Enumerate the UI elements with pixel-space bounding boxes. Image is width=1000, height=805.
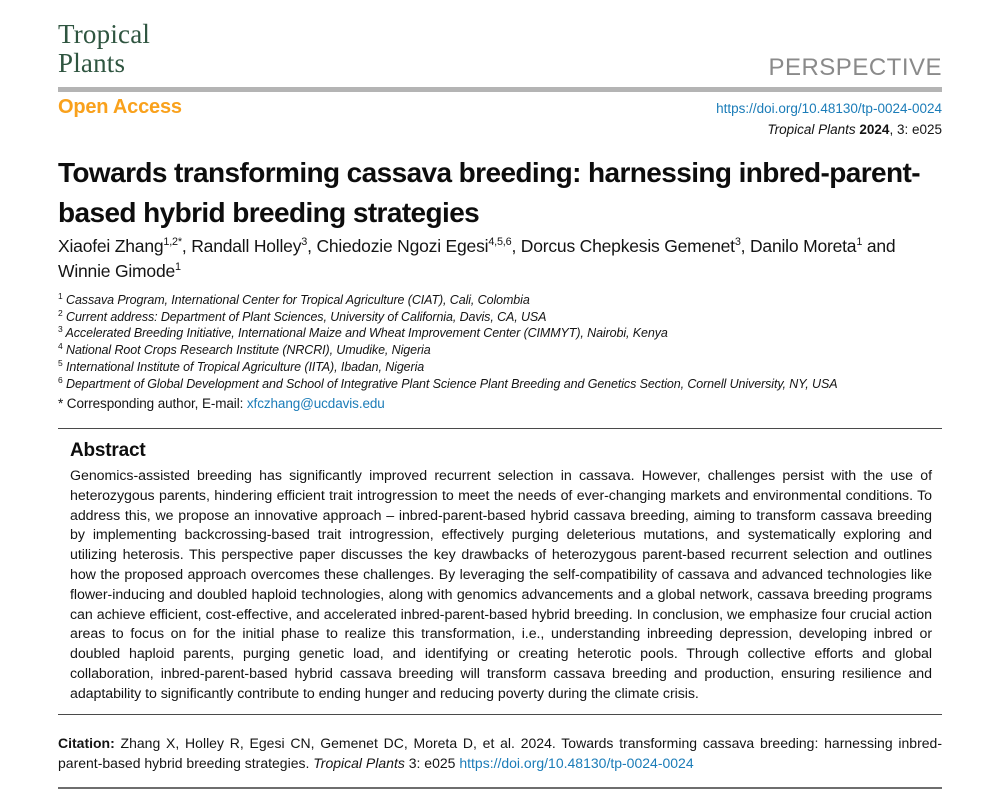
- journal-logo: Tropical Plants: [58, 20, 150, 78]
- citation-doi-link[interactable]: https://doi.org/10.48130/tp-0024-0024: [459, 755, 694, 771]
- open-access-badge: Open Access: [58, 96, 182, 118]
- article-title-line2: based hybrid breeding strategies: [58, 197, 480, 228]
- article-type-label: PERSPECTIVE: [768, 54, 942, 81]
- journal-logo-line2: Plants: [58, 48, 126, 78]
- doi-link[interactable]: https://doi.org/10.48130/tp-0024-0024: [716, 101, 942, 116]
- author-list: Xiaofei Zhang1,2*, Randall Holley3, Chie…: [58, 236, 896, 281]
- article-title-line1: Towards transforming cassava breeding: h…: [58, 157, 921, 188]
- abstract-section: Abstract Genomics-assisted breeding has …: [70, 439, 932, 705]
- affiliation-6: 6 Department of Global Development and S…: [58, 374, 838, 391]
- citation-top-rule: [58, 714, 942, 715]
- citation-block: Citation: Zhang X, Holley R, Egesi CN, G…: [58, 735, 942, 771]
- affiliation-3: 3 Accelerated Breeding Initiative, Inter…: [58, 324, 668, 341]
- article-title: Towards transforming cassava breeding: h…: [58, 153, 946, 233]
- affiliations-block: 1 Cassava Program, International Center …: [58, 292, 946, 413]
- abstract-text: Genomics-assisted breeding has significa…: [70, 468, 932, 702]
- abstract-heading: Abstract: [70, 440, 146, 461]
- journal-logo-line1: Tropical: [58, 19, 151, 49]
- header-divider-bar: [58, 87, 942, 92]
- publication-info: Tropical Plants 2024, 3: e025: [767, 122, 942, 137]
- bottom-rule: [58, 787, 942, 789]
- affiliation-5: 5 International Institute of Tropical Ag…: [58, 357, 425, 374]
- affiliation-1: 1 Cassava Program, International Center …: [58, 290, 530, 307]
- abstract-top-rule: [58, 428, 942, 429]
- email-link[interactable]: xfczhang@ucdavis.edu: [246, 396, 385, 412]
- corresponding-author-line: * Corresponding author, E-mail: xfczhang…: [58, 396, 385, 412]
- affiliation-2: 2 Current address: Department of Plant S…: [58, 307, 547, 324]
- affiliation-4: 4 National Root Crops Research Institute…: [58, 340, 431, 358]
